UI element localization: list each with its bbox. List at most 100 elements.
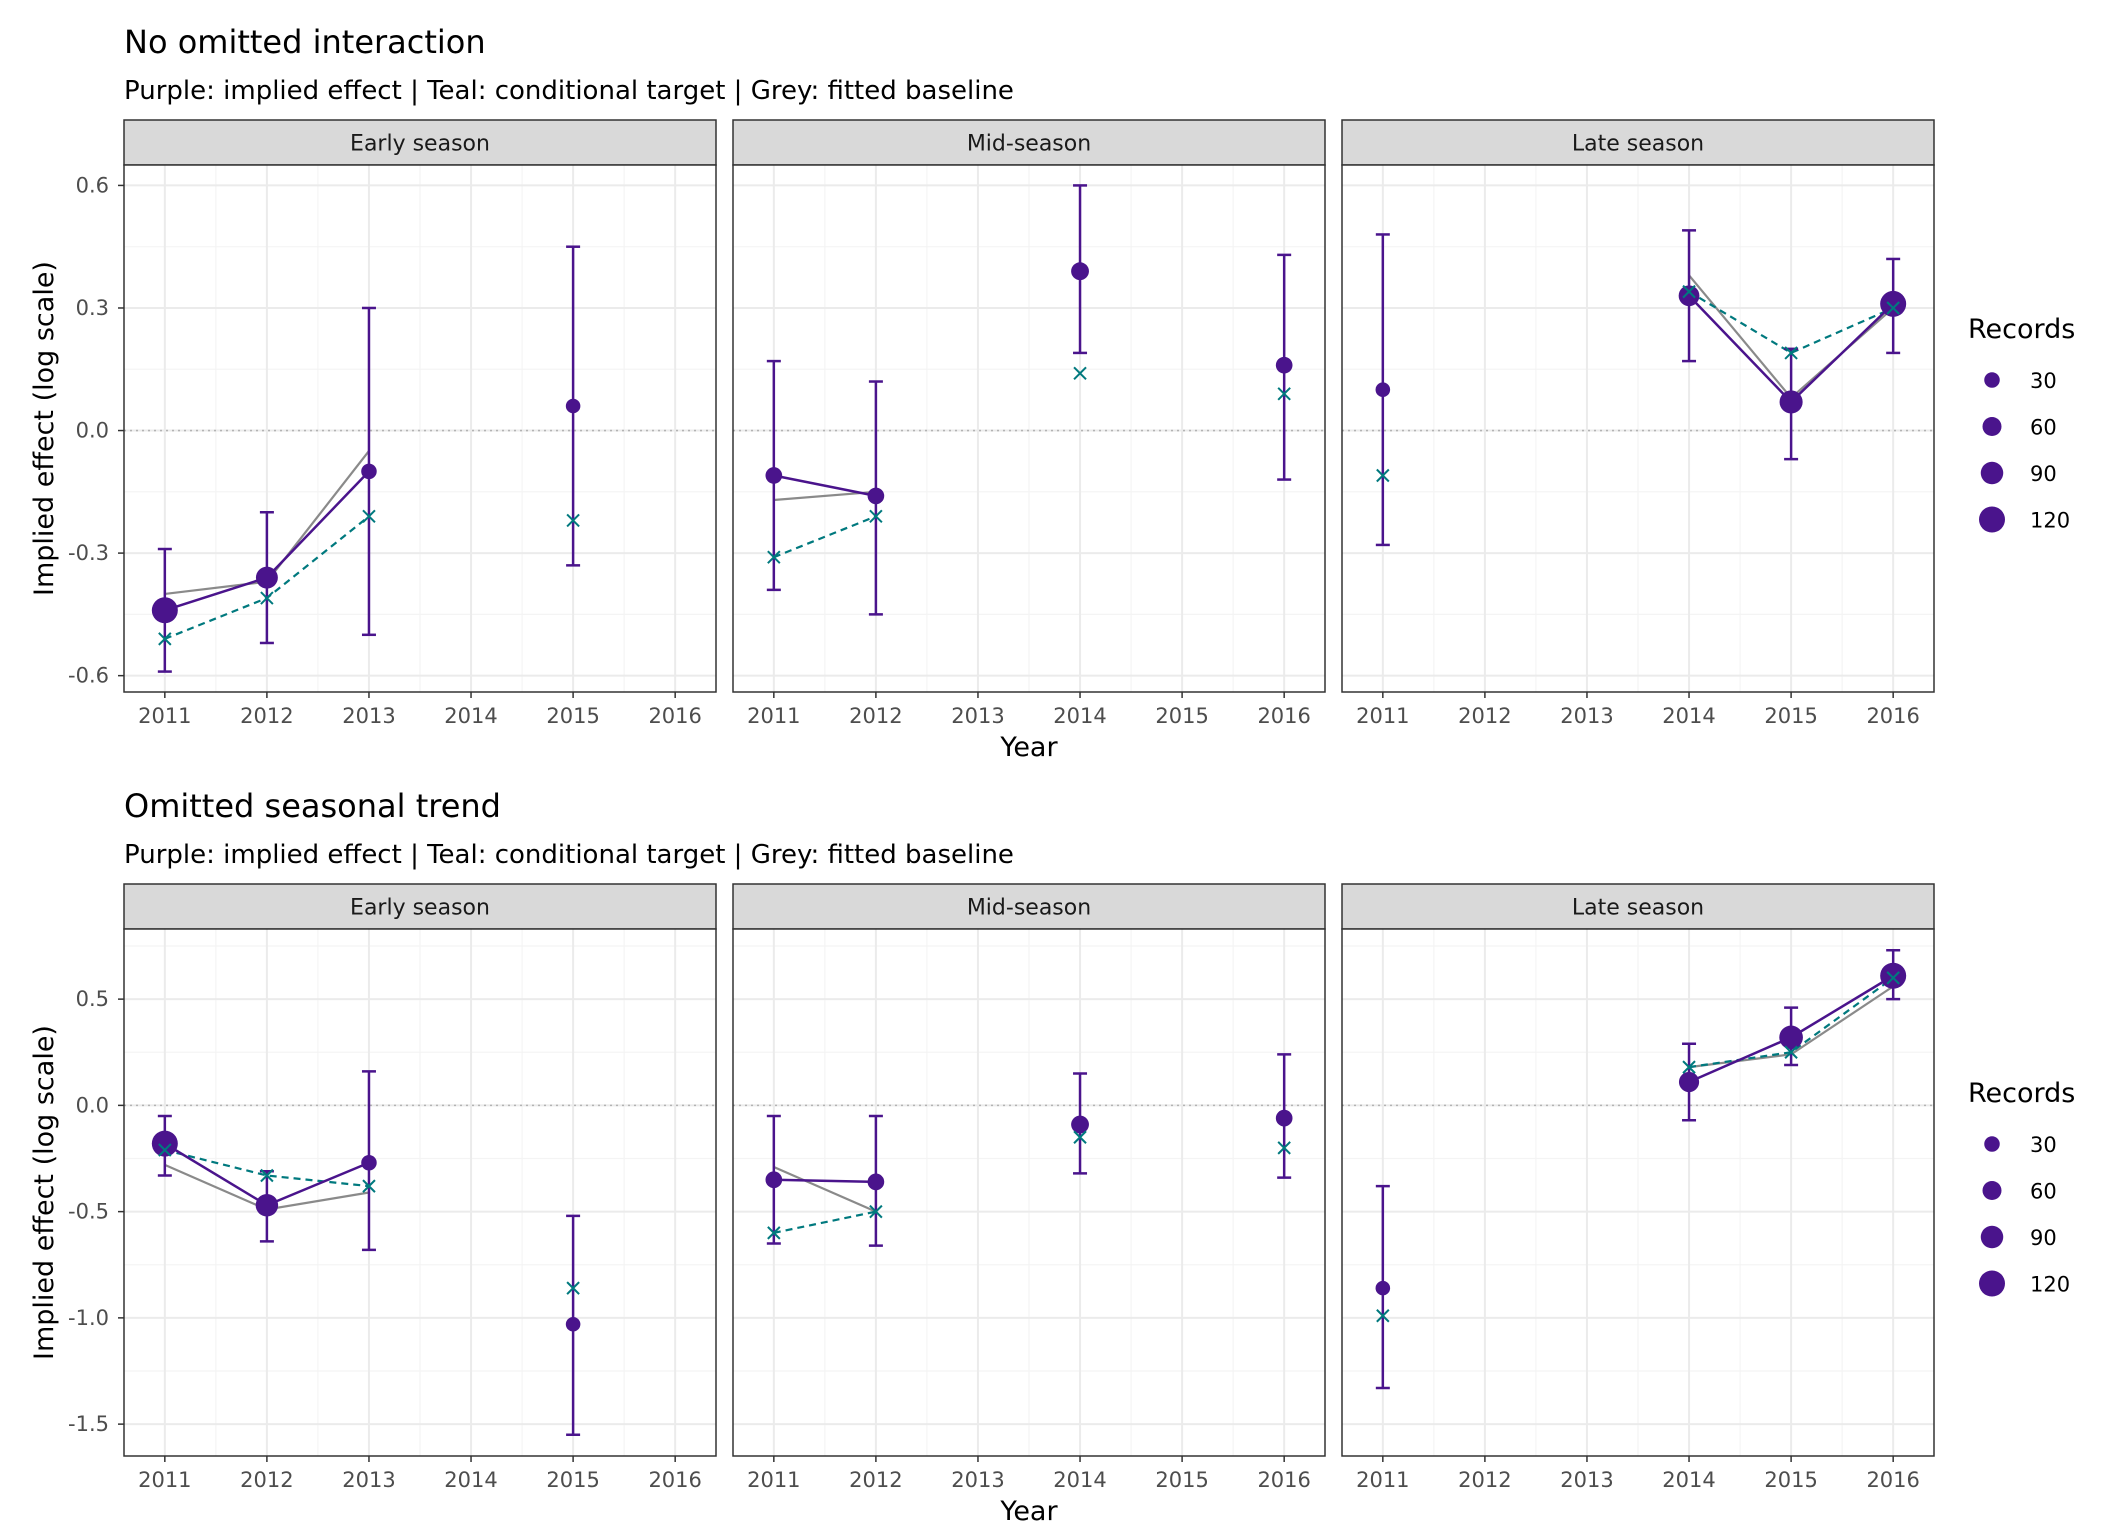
target-marker (260, 1168, 274, 1183)
target-line (773, 515, 877, 559)
facet-strip (1341, 119, 1935, 166)
y-tick-label: -1.5 (68, 1412, 109, 1436)
x-tick-label: 2013 (1560, 704, 1613, 728)
facet-strip-label: Late season (1572, 132, 1704, 157)
target-marker-stroke (869, 1204, 883, 1219)
x-tick-label: 2013 (951, 704, 1004, 728)
facet-panel-1: Early season 2011 2012 2013 2014 2015 2016 (123, 119, 717, 728)
x-tick-label: 2012 (849, 1468, 902, 1492)
x-axis-label: Year (999, 732, 1058, 763)
target-marker (362, 1179, 376, 1193)
facet-strip (732, 883, 1326, 930)
target-line (1688, 290, 1894, 355)
x-tick-label: 2015 (546, 1468, 599, 1492)
implied-point (1375, 1280, 1391, 1296)
target-marker (1073, 1130, 1087, 1144)
x-tick-label: 2015 (1764, 1468, 1817, 1492)
implied-point (1880, 290, 1907, 317)
implied-point (1880, 962, 1907, 989)
chart-1: No omitted interaction Purple: implied ef… (29, 23, 2075, 763)
target-marker (1886, 301, 1900, 315)
x-tick-label: 2016 (648, 1468, 701, 1492)
implied-point (361, 1155, 377, 1171)
x-tick-label: 2012 (240, 704, 293, 728)
panel-border (123, 164, 717, 693)
target-marker-stroke (1784, 346, 1798, 360)
x-tick-label: 2011 (747, 1468, 800, 1492)
target-marker-stroke (1784, 1045, 1798, 1059)
target-marker (158, 1143, 172, 1157)
target-marker-stroke (767, 550, 781, 564)
facet-panel-2: Mid-season 2011 2012 2013 2014 2015 2016 (732, 883, 1326, 1492)
legend-label: 60 (2030, 1180, 2057, 1204)
y-axis-label: Implied effect (log scale) (29, 261, 60, 596)
x-tick-label: 2012 (849, 704, 902, 728)
panel-border (123, 928, 717, 1457)
implied-point (151, 1130, 178, 1157)
panel-border (1341, 928, 1935, 1457)
target-line (773, 1210, 877, 1234)
x-tick-label: 2012 (1458, 1468, 1511, 1492)
implied-point (1779, 1025, 1803, 1050)
implied-point (1275, 1109, 1293, 1127)
target-marker (767, 1226, 781, 1240)
legend-key (1984, 1136, 2000, 1152)
target-marker-stroke (362, 1179, 376, 1193)
facet-strip-label: Early season (350, 896, 490, 921)
panel-border (1341, 164, 1935, 693)
implied-point (151, 597, 178, 624)
target-marker (566, 1281, 580, 1295)
implied-point (765, 467, 783, 484)
y-axis-label: Implied effect (log scale) (29, 1025, 60, 1360)
target-marker (1886, 971, 1900, 985)
target-marker (869, 1204, 883, 1219)
target-marker-stroke (260, 591, 274, 605)
target-marker-stroke (1682, 284, 1696, 299)
target-marker (260, 591, 274, 605)
implied-line (773, 1178, 876, 1184)
target-marker (158, 632, 172, 646)
chart-2: Omitted seasonal trend Purple: implied ef… (29, 787, 2075, 1527)
target-marker-stroke (158, 1143, 172, 1157)
target-marker-stroke (1073, 1130, 1087, 1144)
legend-key (1982, 417, 2002, 436)
target-marker-stroke (1277, 1141, 1291, 1155)
implied-point (867, 487, 885, 505)
facet-strip (1341, 883, 1935, 930)
x-tick-label: 2015 (1764, 704, 1817, 728)
y-tick-label: 0.5 (76, 987, 109, 1011)
facet-strip (123, 119, 717, 166)
target-marker-stroke (1073, 366, 1087, 381)
target-marker-stroke (1886, 301, 1900, 315)
facet-panel-2: Mid-season 2011 2012 2013 2014 2015 2016 (732, 119, 1326, 728)
target-marker-stroke (1682, 1060, 1696, 1074)
target-marker (362, 509, 376, 524)
x-tick-label: 2011 (138, 704, 191, 728)
implied-point (1275, 356, 1293, 374)
implied-point (1779, 390, 1803, 414)
legend-key (1984, 372, 2000, 388)
target-marker (1073, 366, 1087, 381)
implied-point (565, 398, 581, 414)
x-tick-label: 2016 (1257, 704, 1310, 728)
target-marker (869, 509, 883, 524)
implied-point (1678, 1071, 1700, 1093)
y-tick-label: 0.6 (76, 173, 109, 197)
baseline-line (773, 1165, 877, 1213)
target-marker (1784, 1045, 1798, 1059)
chart-title: Omitted seasonal trend (124, 787, 501, 825)
size-legend: Records 30 60 90 120 (1968, 314, 2075, 533)
target-marker (566, 513, 580, 528)
y-tick-label: -0.5 (68, 1200, 109, 1224)
y-tick-label: 0.0 (76, 419, 109, 443)
legend-label: 120 (2030, 1273, 2070, 1297)
x-tick-label: 2015 (1155, 1468, 1208, 1492)
x-tick-label: 2012 (1458, 704, 1511, 728)
x-tick-label: 2014 (444, 704, 497, 728)
legend-label: 90 (2030, 462, 2057, 486)
target-marker (767, 550, 781, 564)
panel-border (732, 928, 1326, 1457)
legend-key (1980, 1225, 2004, 1249)
legend-label: 30 (2030, 369, 2057, 393)
